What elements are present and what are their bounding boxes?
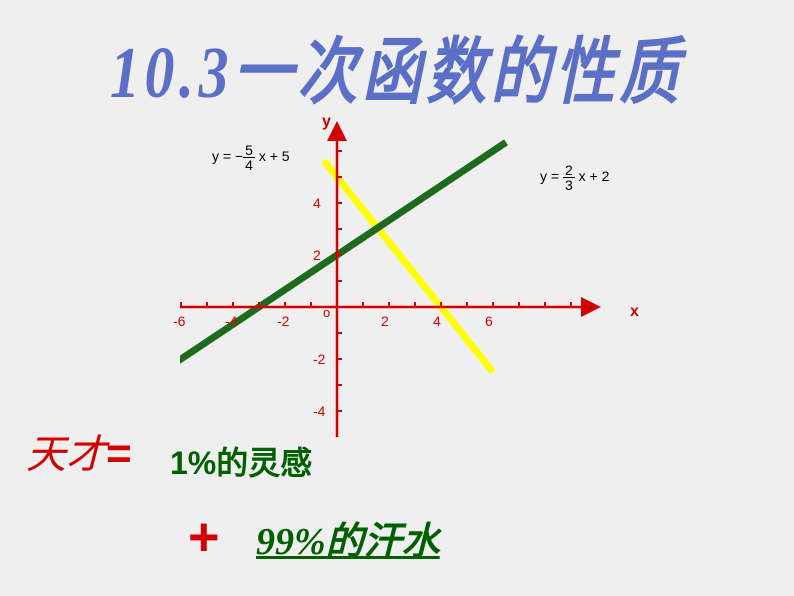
y-tick-label: -4	[313, 403, 325, 419]
sweat-text: 99%的汗水	[256, 510, 440, 565]
x-tick-label: 4	[433, 313, 441, 329]
y-tick-label: -2	[313, 351, 325, 367]
y-axis-label: y	[322, 113, 331, 131]
equation-yellow: y = −54 x + 5	[212, 143, 290, 172]
y-tick-label: 4	[313, 195, 321, 211]
y-tick-label: 2	[313, 247, 321, 263]
plus-icon: +	[188, 506, 220, 568]
x-tick-label: -2	[277, 313, 289, 329]
inspiration-text: 1%的灵感	[170, 438, 312, 484]
function-chart: y x -6-4-2246-4-224o y = −54 x + 5 y = 2…	[180, 115, 680, 445]
x-tick-label: 6	[485, 313, 493, 329]
origin-label: o	[323, 305, 330, 320]
x-axis-label: x	[630, 303, 639, 321]
equation-green: y = 23 x + 2	[540, 163, 609, 192]
x-tick-label: -6	[173, 313, 185, 329]
genius-text: 天才=	[26, 422, 132, 480]
x-tick-label: 2	[381, 313, 389, 329]
page-title: 10.3一次函数的性质	[0, 13, 794, 118]
x-tick-label: -4	[225, 313, 237, 329]
